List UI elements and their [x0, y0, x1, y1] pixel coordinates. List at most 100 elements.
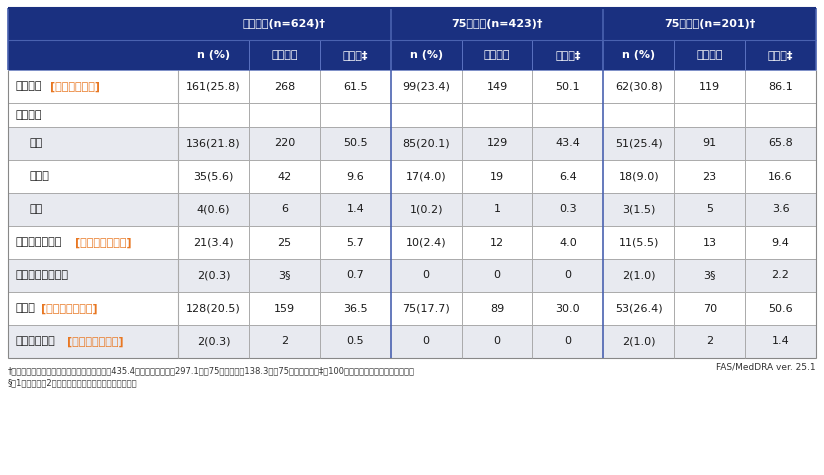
Text: 21(3.4): 21(3.4) — [193, 238, 234, 247]
Text: 85(20.1): 85(20.1) — [402, 139, 450, 149]
Text: 中等度: 中等度 — [30, 171, 50, 181]
Text: 0: 0 — [494, 270, 500, 281]
Text: 1(0.2): 1(0.2) — [410, 205, 442, 215]
Bar — [8, 70, 816, 103]
Text: 220: 220 — [274, 139, 295, 149]
Text: 3§: 3§ — [278, 270, 291, 281]
Text: 50.1: 50.1 — [555, 82, 580, 92]
Text: 発現件数: 発現件数 — [271, 50, 297, 60]
Text: 50.6: 50.6 — [768, 304, 793, 314]
Text: 3(1.5): 3(1.5) — [622, 205, 655, 215]
Text: 70: 70 — [703, 304, 717, 314]
Bar — [8, 103, 816, 127]
Text: 42: 42 — [277, 171, 292, 181]
Text: 161(25.8): 161(25.8) — [186, 82, 241, 92]
Text: 発現件数: 発現件数 — [696, 50, 723, 60]
Text: n (%): n (%) — [622, 50, 655, 60]
Text: 0.7: 0.7 — [346, 270, 364, 281]
Text: 重筌な有害事象: 重筌な有害事象 — [16, 238, 63, 247]
Text: 1.4: 1.4 — [346, 205, 364, 215]
Text: 0.5: 0.5 — [346, 336, 364, 346]
Text: [副次的評価項目]: [副次的評価項目] — [41, 304, 98, 314]
Text: 全体集団(n=624)†: 全体集団(n=624)† — [243, 19, 325, 29]
Bar — [8, 325, 816, 358]
Text: 35(5.6): 35(5.6) — [194, 171, 234, 181]
Text: †：総観察期間は各集団で次の通りであった。435.4年（全体集団）、297.1年（75歳未満）、138.3年（75歳以上）。　‡：100人・年あたりの発現率であ: †：総観察期間は各集団で次の通りであった。435.4年（全体集団）、297.1年… — [8, 366, 415, 375]
Bar — [8, 40, 816, 70]
Text: 25: 25 — [277, 238, 292, 247]
Text: 136(21.8): 136(21.8) — [186, 139, 241, 149]
Text: 4(0.6): 4(0.6) — [197, 205, 230, 215]
Text: 副作用[副次的評価項目]: 副作用[副次的評価項目] — [16, 304, 92, 314]
Text: 16.6: 16.6 — [768, 171, 793, 181]
Text: 5.7: 5.7 — [346, 238, 364, 247]
Bar — [8, 259, 816, 292]
Text: 2: 2 — [281, 336, 288, 346]
Text: 9.6: 9.6 — [346, 171, 364, 181]
Text: 0: 0 — [564, 270, 571, 281]
Text: 1: 1 — [494, 205, 500, 215]
Text: 2.2: 2.2 — [771, 270, 789, 281]
Text: 129: 129 — [486, 139, 508, 149]
Text: 6: 6 — [281, 205, 288, 215]
Bar — [8, 292, 816, 325]
Text: 0: 0 — [564, 336, 571, 346]
Bar — [8, 160, 816, 193]
Text: 99(23.4): 99(23.4) — [402, 82, 450, 92]
Text: 発現率‡: 発現率‡ — [768, 50, 794, 60]
Text: 3.6: 3.6 — [772, 205, 789, 215]
Text: 75(17.7): 75(17.7) — [402, 304, 450, 314]
Text: 有害事象[主要評価項目]: 有害事象[主要評価項目] — [16, 81, 92, 92]
Text: 61.5: 61.5 — [343, 82, 368, 92]
Text: 有害事象: 有害事象 — [16, 82, 43, 92]
Text: §：1例の患者で2件の致死的な有害事象が確認された。: §：1例の患者で2件の致死的な有害事象が確認された。 — [8, 378, 138, 387]
Text: 2(0.3): 2(0.3) — [197, 336, 230, 346]
Text: 65.8: 65.8 — [768, 139, 793, 149]
Text: 19: 19 — [490, 171, 504, 181]
Text: 43.4: 43.4 — [555, 139, 580, 149]
Text: n (%): n (%) — [197, 50, 230, 60]
Text: 2(1.0): 2(1.0) — [622, 270, 656, 281]
Text: 159: 159 — [274, 304, 295, 314]
Text: 268: 268 — [274, 82, 295, 92]
Text: [副次的評価項目]: [副次的評価項目] — [76, 238, 132, 247]
Text: 119: 119 — [699, 82, 720, 92]
Text: 51(25.4): 51(25.4) — [615, 139, 662, 149]
Text: 149: 149 — [486, 82, 508, 92]
Text: 17(4.0): 17(4.0) — [405, 171, 447, 181]
Text: 発現件数: 発現件数 — [484, 50, 510, 60]
Text: 0: 0 — [423, 336, 429, 346]
Text: 2: 2 — [706, 336, 714, 346]
Text: [主要評価項目]: [主要評価項目] — [50, 81, 100, 92]
Bar — [8, 8, 816, 40]
Text: 62(30.8): 62(30.8) — [615, 82, 662, 92]
Bar — [8, 127, 816, 160]
Text: 53(26.4): 53(26.4) — [615, 304, 662, 314]
Text: 4.0: 4.0 — [559, 238, 577, 247]
Text: 12: 12 — [490, 238, 504, 247]
Text: 発現率‡: 発現率‡ — [555, 50, 581, 60]
Text: 3§: 3§ — [704, 270, 716, 281]
Text: 1.4: 1.4 — [772, 336, 789, 346]
Bar — [8, 193, 816, 226]
Text: 6.4: 6.4 — [559, 171, 577, 181]
Text: 86.1: 86.1 — [768, 82, 793, 92]
Text: 18(9.0): 18(9.0) — [619, 171, 659, 181]
Text: 30.0: 30.0 — [555, 304, 580, 314]
Text: 2(0.3): 2(0.3) — [197, 270, 230, 281]
Text: 9.4: 9.4 — [771, 238, 789, 247]
Text: 致死的な有害事象: 致死的な有害事象 — [16, 270, 69, 281]
Text: n (%): n (%) — [410, 50, 442, 60]
Text: 0: 0 — [423, 270, 429, 281]
Text: 128(20.5): 128(20.5) — [186, 304, 241, 314]
Bar — [8, 226, 816, 259]
Text: 0: 0 — [494, 336, 500, 346]
Text: 発現率‡: 発現率‡ — [343, 50, 368, 60]
Text: [副次的評価項目]: [副次的評価項目] — [67, 336, 124, 347]
Text: 23: 23 — [703, 171, 717, 181]
Text: 0.3: 0.3 — [559, 205, 577, 215]
Text: 重筌な副作用: 重筌な副作用 — [16, 336, 56, 346]
Text: 89: 89 — [490, 304, 504, 314]
Text: 軽度: 軽度 — [30, 139, 43, 149]
Text: 36.5: 36.5 — [343, 304, 368, 314]
